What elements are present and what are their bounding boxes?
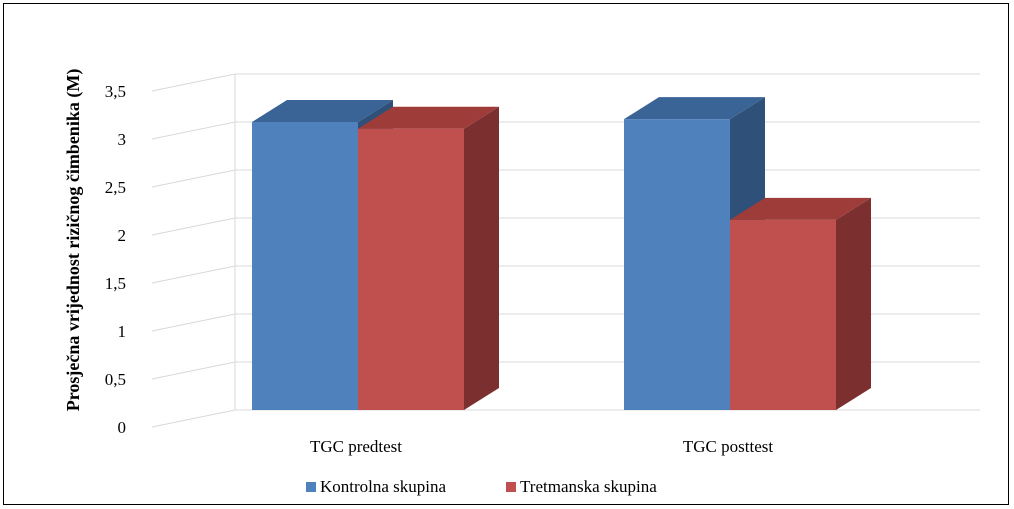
gridline-side (151, 169, 236, 188)
gridline-side (151, 73, 236, 92)
y-tick-label: 2,5 (105, 178, 126, 197)
y-tick-labels: 0 0,5 1 1,5 2 2,5 3 3,5 (105, 82, 126, 437)
bar-top (358, 106, 499, 129)
bar-side (464, 106, 499, 410)
bars (252, 97, 871, 411)
bar-tretmanska-predtest (358, 106, 499, 410)
gridline-side (151, 217, 236, 236)
y-tick-label: 0,5 (105, 370, 126, 389)
bar-side (836, 197, 871, 410)
bar-front (358, 128, 464, 410)
y-tick-label: 0 (118, 418, 127, 437)
bar-top (730, 197, 871, 220)
y-tick-label: 3 (118, 130, 127, 149)
legend-label: Tretmanska skupina (520, 477, 657, 496)
gridline-side (151, 265, 236, 284)
bar-top (624, 97, 765, 120)
y-axis-label: Prosječna vrijednost rizičnog čimbenika … (63, 69, 84, 412)
bar-top (252, 100, 393, 122)
legend-label: Kontrolna skupina (320, 477, 447, 496)
category-labels: TGC predtest TGC posttest (310, 437, 773, 456)
y-tick-label: 3,5 (105, 82, 126, 101)
legend: Kontrolna skupina Tretmanska skupina (306, 477, 657, 496)
bar-front (624, 119, 730, 411)
y-tick-label: 1 (118, 322, 127, 341)
category-label: TGC posttest (683, 437, 773, 456)
y-tick-label: 2 (118, 226, 127, 245)
y-tick-label: 1,5 (105, 274, 126, 293)
bar-tretmanska-posttest (730, 197, 871, 410)
bar-front (252, 122, 358, 410)
legend-swatch (306, 482, 316, 492)
gridline-side (151, 313, 236, 332)
gridline-side (151, 361, 236, 380)
bar-front (730, 219, 836, 410)
category-label: TGC predtest (310, 437, 402, 456)
legend-swatch (506, 482, 516, 492)
gridline-side (151, 409, 236, 428)
gridline-side (151, 121, 236, 140)
